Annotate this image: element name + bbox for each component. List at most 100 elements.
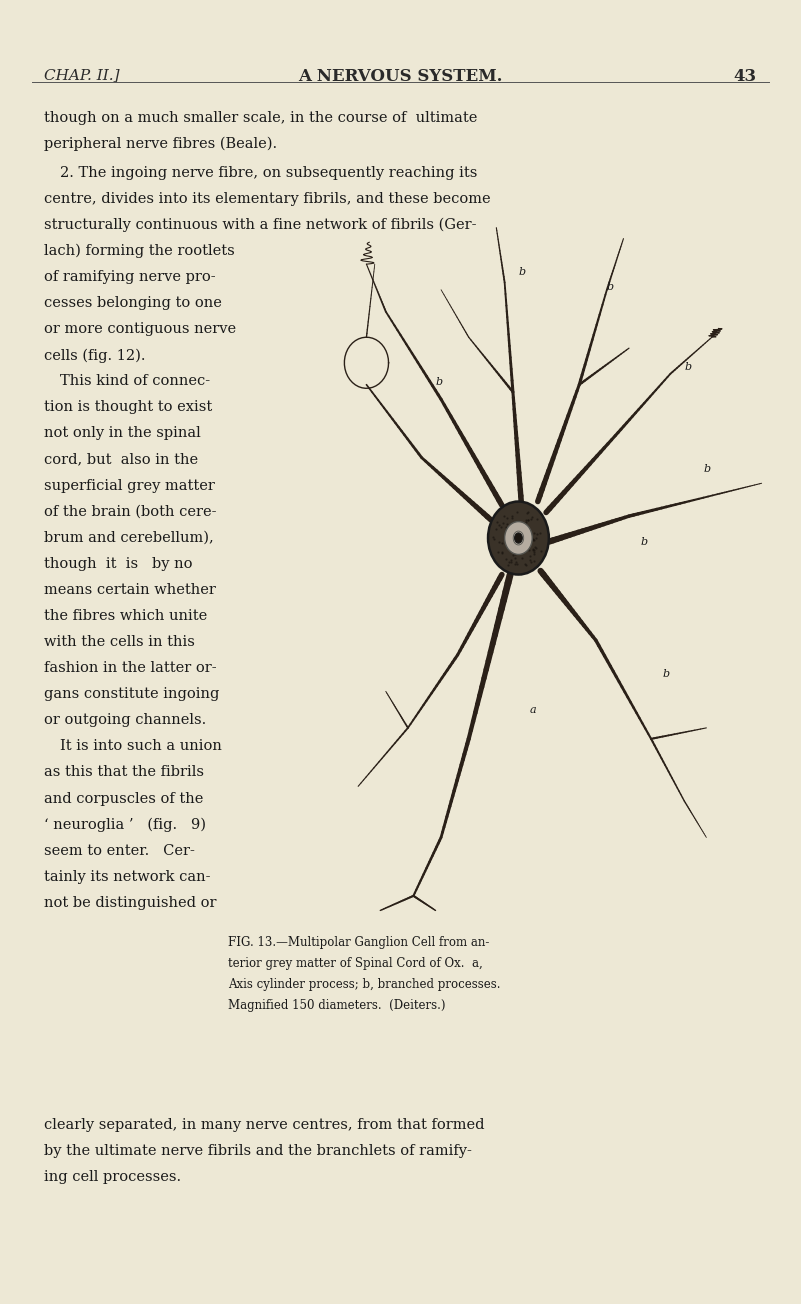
Point [507,545,520,566]
Text: superficial grey matter: superficial grey matter [44,479,215,493]
Point [509,544,521,565]
Text: b: b [703,464,710,475]
Text: b: b [518,267,525,278]
Text: A NERVOUS SYSTEM.: A NERVOUS SYSTEM. [298,68,503,85]
Point [520,523,533,544]
Point [521,503,533,524]
Point [501,507,513,528]
Text: b: b [436,377,443,387]
Text: structurally continuous with a fine network of fibrils (Ger-: structurally continuous with a fine netw… [44,218,477,232]
Point [496,541,509,562]
Text: the fibres which unite: the fibres which unite [44,609,207,623]
Point [519,512,532,533]
Point [515,516,528,537]
Text: CHAP. II.]: CHAP. II.] [44,68,119,82]
Text: gans constitute ingoing: gans constitute ingoing [44,687,219,702]
Text: tainly its network can-: tainly its network can- [44,870,211,884]
Point [510,539,523,559]
Text: cord, but  also in the: cord, but also in the [44,452,198,467]
Point [509,522,522,542]
Point [505,549,517,570]
Point [509,522,521,542]
Point [519,553,532,574]
Point [525,552,537,572]
Text: lach) forming the rootlets: lach) forming the rootlets [44,244,235,258]
Point [495,516,508,537]
Point [499,516,512,537]
Text: b: b [640,537,647,548]
Point [515,548,528,569]
Text: seem to enter.   Cer-: seem to enter. Cer- [44,844,195,858]
Point [510,553,523,574]
Text: Magnified 150 diameters.  (Deiters.): Magnified 150 diameters. (Deiters.) [228,999,446,1012]
Ellipse shape [514,533,522,544]
Point [493,532,505,553]
Point [509,548,522,569]
Point [530,537,543,558]
Text: ing cell processes.: ing cell processes. [44,1170,181,1184]
Point [521,502,534,523]
Text: not be distinguished or: not be distinguished or [44,896,216,910]
Point [511,518,524,539]
Point [527,541,540,562]
Point [487,527,500,548]
Text: brum and cerebellum),: brum and cerebellum), [44,531,214,545]
Text: by the ultimate nerve fibrils and the branchlets of ramify-: by the ultimate nerve fibrils and the br… [44,1144,472,1158]
Text: fashion in the latter or-: fashion in the latter or- [44,661,217,675]
Point [527,522,540,542]
Point [505,507,518,528]
Text: FIG. 13.—Multipolar Ganglion Cell from an-: FIG. 13.—Multipolar Ganglion Cell from a… [228,936,489,949]
Point [527,540,540,561]
Point [529,528,542,549]
Point [530,524,543,545]
Point [521,510,534,531]
Text: Axis cylinder process; b, branched processes.: Axis cylinder process; b, branched proce… [228,978,501,991]
Text: of the brain (both cere-: of the brain (both cere- [44,505,216,519]
Text: and corpuscles of the: and corpuscles of the [44,792,203,806]
Point [526,529,539,550]
Text: clearly separated, in many nerve centres, from that formed: clearly separated, in many nerve centres… [44,1118,485,1132]
Point [500,549,513,570]
Text: ‘ neuroglia ’   (fig.   9): ‘ neuroglia ’ (fig. 9) [44,818,206,832]
Point [505,552,517,572]
Text: b: b [662,669,670,679]
Point [522,540,535,561]
Text: terior grey matter of Spinal Cord of Ox.  a,: terior grey matter of Spinal Cord of Ox.… [228,957,483,970]
Point [528,540,541,561]
Point [497,512,509,533]
Point [510,502,523,523]
Point [529,536,541,557]
Point [510,516,523,537]
Point [521,510,534,531]
Point [488,528,501,549]
Point [526,539,539,559]
Point [523,523,536,544]
Point [523,528,536,549]
Point [520,510,533,531]
Text: 2. The ingoing nerve fibre, on subsequently reaching its: 2. The ingoing nerve fibre, on subsequen… [60,166,477,180]
Text: though  it  is   by no: though it is by no [44,557,192,571]
Text: of ramifying nerve pro-: of ramifying nerve pro- [44,270,215,284]
Point [512,527,525,548]
Text: This kind of connec-: This kind of connec- [60,374,210,389]
Point [533,523,546,544]
Text: b: b [607,282,614,292]
Point [527,529,540,550]
Point [515,536,528,557]
Point [504,528,517,549]
Point [526,528,539,549]
Point [500,524,513,545]
Ellipse shape [505,522,532,554]
Point [523,550,536,571]
Point [497,506,510,527]
Point [517,522,529,542]
Ellipse shape [488,502,549,575]
Point [525,506,538,527]
Point [493,515,505,536]
Text: means certain whether: means certain whether [44,583,216,597]
Point [524,509,537,529]
Text: cesses belonging to one: cesses belonging to one [44,296,222,310]
Text: though on a much smaller scale, in the course of  ultimate: though on a much smaller scale, in the c… [44,111,477,125]
Point [502,552,515,572]
Text: as this that the fibrils: as this that the fibrils [44,765,204,780]
